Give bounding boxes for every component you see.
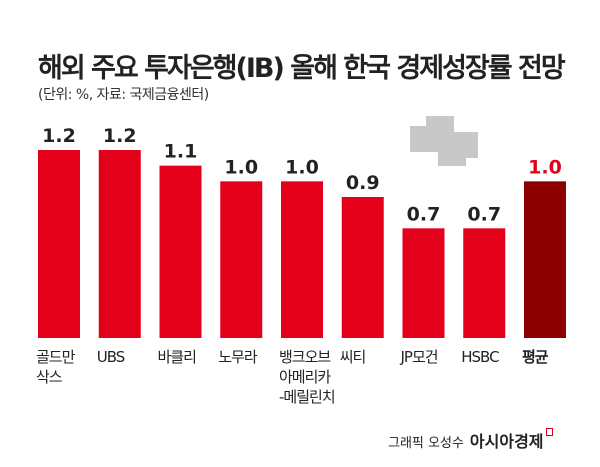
category-label: 골드만 삭스 — [36, 348, 76, 386]
bar-8 — [524, 181, 566, 338]
category-label: 뱅크오브 아메리카 -메릴린치 — [279, 348, 335, 406]
bar-5 — [341, 197, 384, 338]
chart-title: 해외 주요 투자은행(IB) 올해 한국 경제성장률 전망 — [38, 53, 566, 84]
category-label: HSBC — [461, 348, 499, 366]
chart-subtitle: (단위: %, 자료: 국제금융센터) — [38, 87, 209, 103]
bar-4 — [281, 181, 323, 338]
value-label: 1.0 — [528, 156, 562, 178]
value-label: 1.2 — [42, 125, 76, 147]
category-label: 씨티 — [340, 348, 366, 366]
category-label: JP모건 — [400, 348, 438, 366]
credit-text: 그래픽 오성수 — [388, 436, 464, 451]
credit: 그래픽 오성수 아시아경제 — [388, 428, 553, 452]
value-label: 0.7 — [467, 203, 501, 225]
category-label: 노무라 — [218, 348, 258, 366]
value-label: 0.9 — [346, 172, 380, 194]
bar-0 — [38, 150, 80, 338]
bar-2 — [159, 165, 202, 338]
brand-logo: 아시아경제 — [469, 432, 544, 451]
value-label: 1.1 — [164, 141, 198, 163]
value-label: 1.0 — [285, 156, 319, 178]
category-label: UBS — [97, 348, 125, 366]
category-label: 평균 — [522, 348, 549, 366]
bar-7 — [463, 228, 506, 338]
category-label: 바클리 — [158, 348, 196, 366]
value-label: 1.2 — [103, 125, 137, 147]
bar-6 — [402, 228, 445, 338]
money-stack-icon — [410, 116, 478, 166]
value-label: 0.7 — [407, 203, 441, 225]
bar-1 — [98, 150, 141, 338]
brand-mark-icon — [545, 428, 553, 436]
value-label: 1.0 — [224, 156, 258, 178]
bar-3 — [220, 181, 263, 338]
